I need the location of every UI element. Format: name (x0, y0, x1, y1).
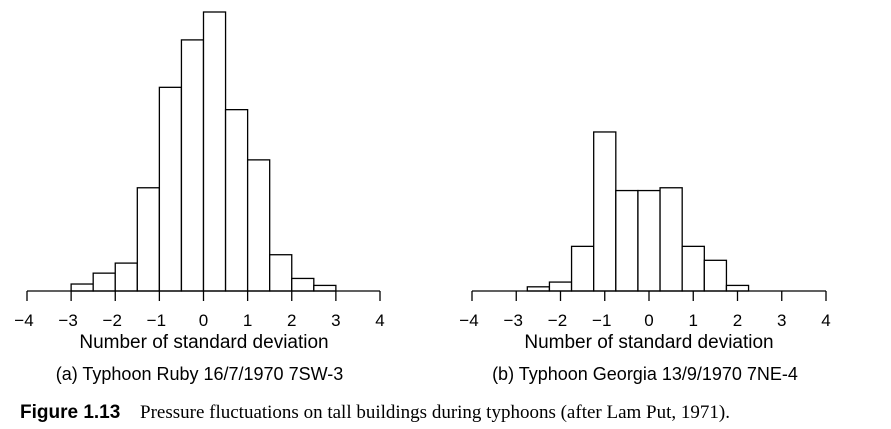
x-tick-label-a-6: 2 (287, 311, 296, 330)
histogram-panel-b: −4 −3 −2 −1 0 1 2 3 4 Number of standard deviatio… (459, 131, 831, 384)
histogram-bar-a-11 (291, 277, 315, 292)
histogram-bar-b-8 (703, 259, 728, 292)
x-tick-label-b-0: −4 (459, 311, 478, 330)
x-tick-label-b-4: 0 (644, 311, 653, 330)
histogram-bar-b-4 (615, 189, 639, 292)
x-tick-label-a-8: 4 (375, 311, 384, 330)
x-tick-label-b-3: −1 (592, 311, 611, 330)
histogram-bar-a-7 (202, 11, 227, 292)
histogram-bar-a-5 (158, 86, 183, 292)
figure-number: Figure 1.13 (20, 402, 120, 423)
histogram-bar-a-10 (269, 254, 293, 292)
x-tick-label-b-5: 1 (689, 311, 698, 330)
x-tick-label-b-1: −3 (504, 311, 523, 330)
histogram-bar-b-5 (637, 189, 661, 292)
x-tick-label-b-7: 3 (777, 311, 786, 330)
histogram-bar-b-2 (570, 245, 595, 292)
histogram-bar-a-3 (114, 262, 138, 292)
histogram-panel-a: −4 −3 −2 −1 0 1 2 3 4 Number of standard deviatio… (14, 11, 385, 384)
histogram-bar-a-2 (92, 272, 116, 292)
histogram-bar-b-9 (725, 284, 750, 292)
x-tick-label-a-0: −4 (14, 311, 33, 330)
x-tick-label-a-5: 1 (243, 311, 252, 330)
subcaption-b: (b) Typhoon Georgia 13/9/1970 7NE-4 (492, 364, 798, 384)
x-axis-label-b: Number of standard deviation (524, 332, 773, 353)
x-tick-label-b-8: 4 (821, 311, 830, 330)
x-tick-label-a-2: −2 (103, 311, 122, 330)
x-tick-label-b-2: −2 (548, 311, 567, 330)
x-tick-label-a-7: 3 (331, 311, 340, 330)
histogram-bar-a-4 (136, 187, 161, 292)
histogram-bar-b-1 (548, 281, 573, 292)
x-tick-label-a-1: −3 (58, 311, 77, 330)
histogram-bar-a-9 (246, 159, 271, 292)
figure-caption: Pressure fluctuations on tall buildings … (140, 402, 730, 423)
x-tick-label-a-3: −1 (147, 311, 166, 330)
histogram-bar-a-8 (224, 109, 249, 292)
histogram-bar-b-3 (593, 131, 617, 292)
x-tick-label-b-6: 2 (733, 311, 742, 330)
histogram-bar-a-6 (180, 39, 205, 292)
subcaption-a: (a) Typhoon Ruby 16/7/1970 7SW-3 (56, 364, 344, 384)
x-tick-label-a-4: 0 (199, 311, 208, 330)
histogram-bar-b-7 (681, 245, 705, 292)
histogram-bar-b-6 (659, 187, 683, 292)
x-axis-label-a: Number of standard deviation (79, 332, 328, 353)
histogram-bar-a-1 (70, 283, 94, 292)
histogram-bar-a-12 (313, 284, 337, 292)
